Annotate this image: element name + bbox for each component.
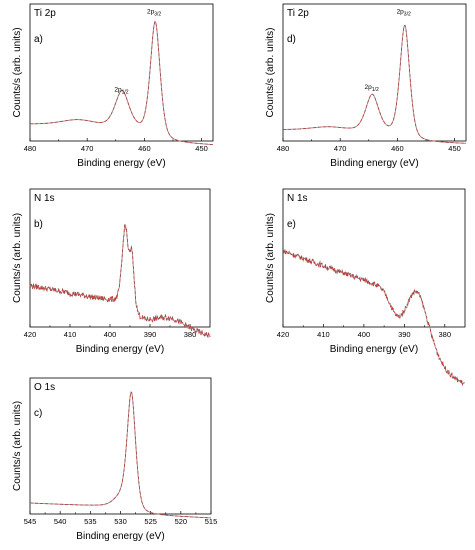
x-axis-title: Binding energy (eV) (76, 344, 164, 355)
y-axis-title: Counts/s (arb. units) (265, 213, 276, 303)
x-tick-label: 380 (184, 330, 197, 339)
peak-label: 2p1/2 (114, 87, 128, 96)
x-tick-label: 545 (24, 517, 37, 526)
x-axis-title: Binding energy (eV) (330, 344, 418, 355)
x-tick-label: 420 (24, 330, 37, 339)
x-tick-label: 390 (144, 330, 157, 339)
x-tick-label: 410 (317, 330, 330, 339)
x-tick-label: 450 (195, 144, 208, 153)
x-tick-label: 400 (104, 330, 117, 339)
series-line-fit (29, 20, 214, 145)
series-line-measured (29, 391, 212, 519)
x-tick-label: 460 (138, 144, 151, 153)
plot-frame (282, 188, 466, 328)
x-tick-label: 460 (391, 144, 404, 153)
y-axis-title: Counts/s (arb. units) (12, 401, 23, 491)
panel-title: Ti 2p (287, 8, 309, 19)
plot-frame (29, 3, 214, 142)
series-line-fit (282, 249, 466, 387)
series-line-fit (283, 25, 467, 144)
panel-letter: d) (287, 34, 296, 45)
panel-letter: b) (34, 219, 43, 230)
x-tick-label: 380 (439, 330, 452, 339)
x-tick-label: 515 (205, 517, 218, 526)
panel-title: O 1s (34, 382, 55, 393)
peak-label: 2p3/2 (147, 9, 161, 18)
panel-title: N 1s (287, 193, 308, 204)
y-axis-title: Counts/s (arb. units) (12, 27, 23, 117)
panel-letter: c) (34, 408, 42, 419)
chart-panel-c: 545 540 535 530 525 520 515 Binding energy (eV)… (12, 377, 218, 542)
series-line-measured (29, 20, 214, 146)
x-tick-label: 530 (114, 517, 127, 526)
plot-frame (282, 3, 467, 142)
series-line-fit (29, 391, 212, 519)
x-axis-title: Binding energy (eV) (77, 158, 165, 169)
x-axis-title: Binding energy (eV) (76, 531, 164, 542)
x-tick-label: 470 (81, 144, 94, 153)
y-axis-title: Counts/s (arb. units) (265, 27, 276, 117)
x-axis-title: Binding energy (eV) (330, 158, 418, 169)
x-tick-label: 520 (175, 517, 188, 526)
peak-label: 2p3/2 (397, 9, 411, 18)
x-tick-label: 400 (358, 330, 371, 339)
peak-label: 2p1/2 (365, 84, 379, 93)
chart-panel-e: 420 410 400 390 380 Binding energy (eV) Counts… (265, 188, 466, 387)
chart-panel-a: 480 470 460 450 Binding energy (eV) Counts/s … (12, 3, 214, 169)
panel-letter: a) (34, 34, 43, 45)
x-tick-label: 480 (277, 144, 290, 153)
x-tick-label: 470 (334, 144, 347, 153)
series-line-fit (29, 224, 211, 338)
plot-frame (29, 188, 211, 328)
series-line-measured (283, 24, 467, 144)
chart-panel-b: 420 410 400 390 380 Binding energy (eV) Counts… (12, 188, 211, 355)
x-tick-label: 410 (64, 330, 77, 339)
x-tick-label: 450 (448, 144, 461, 153)
x-tick-label: 525 (144, 517, 157, 526)
y-axis-title: Counts/s (arb. units) (12, 213, 23, 303)
x-tick-label: 480 (24, 144, 37, 153)
x-tick-label: 390 (398, 330, 411, 339)
x-tick-label: 420 (277, 330, 290, 339)
panel-title: Ti 2p (34, 8, 56, 19)
plot-frame (29, 377, 212, 515)
series-line-measured (282, 249, 466, 387)
panel-title: N 1s (34, 193, 55, 204)
x-tick-label: 535 (84, 517, 97, 526)
chart-panel-d: 480 470 460 450 Binding energy (eV) Counts/s … (265, 3, 467, 169)
panel-letter: e) (287, 219, 296, 230)
x-tick-label: 540 (54, 517, 67, 526)
